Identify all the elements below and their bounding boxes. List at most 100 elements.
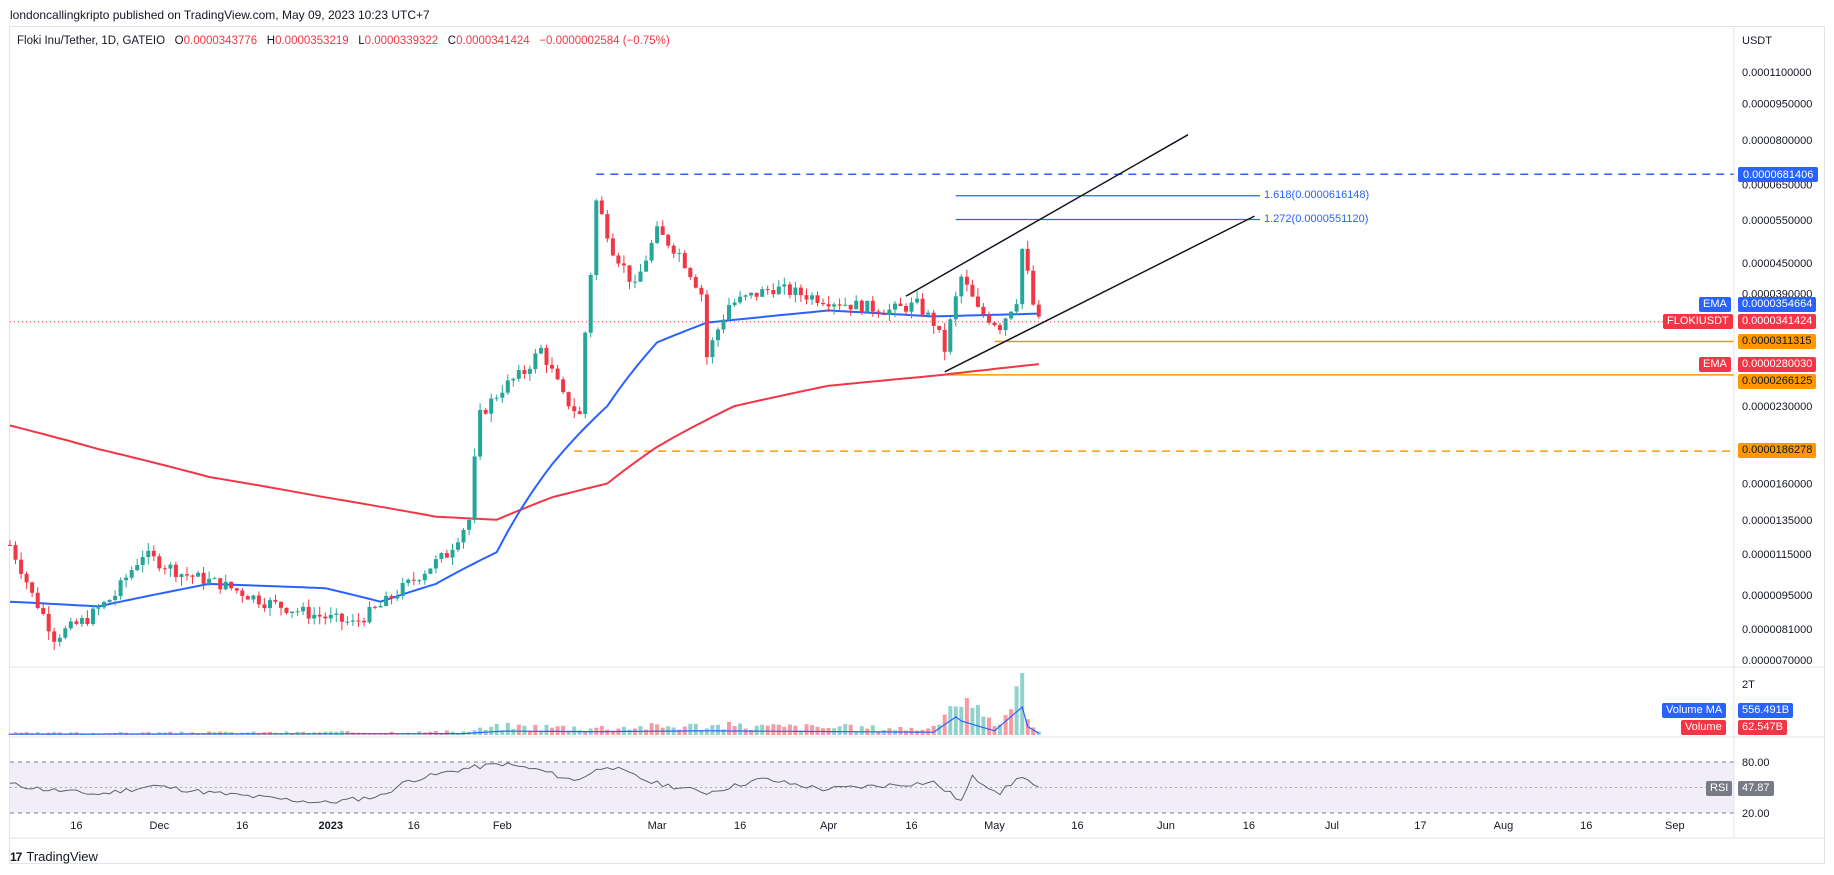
volume-bar [909,727,914,735]
candle [776,280,781,295]
time-tick-3: 2023 [319,820,343,832]
volume-bar [516,724,521,735]
candle-body [975,296,980,307]
candle [179,573,184,586]
candle [373,605,377,610]
ohlc-open: O0.0000343776 [174,35,258,47]
candle-body [804,295,809,300]
candle-body [1036,304,1041,317]
candle-body [279,601,283,608]
candle [96,604,101,616]
candle [389,594,394,605]
candle [887,303,892,321]
candle-body [992,322,997,326]
candle [754,292,759,301]
candle [411,572,416,586]
candle-body [268,600,272,609]
candle-body [1009,311,1014,319]
candle [682,250,687,269]
volume-bar [583,730,588,735]
candle [505,374,510,395]
candle [937,325,942,333]
candle-body [948,319,953,352]
volume-bar [610,730,615,735]
volume-bar [505,722,510,735]
candle-body [887,309,892,315]
candle-body [749,292,754,296]
candle-body [716,329,720,341]
candle-body [400,583,405,596]
candle-body [290,611,295,613]
candle-body [367,606,372,623]
candle-body [787,284,792,295]
candle [964,269,969,292]
candle [942,322,947,361]
candle [135,558,140,572]
candle [251,594,256,603]
candle [1020,248,1025,310]
candle-body [577,411,582,415]
candle [74,618,79,626]
candle-body [1020,248,1025,305]
candle [572,398,577,419]
candle [456,537,460,553]
candle [693,274,698,289]
footer-brand[interactable]: 17 TradingView [10,849,98,864]
candle-body [793,287,798,295]
volume-bar [738,723,743,735]
candle [157,553,162,572]
candle [743,294,748,301]
candle [1009,311,1014,320]
time-tick-11: 16 [1071,820,1083,832]
candle-body [74,621,79,624]
candle-body [627,265,632,282]
volume-bar [776,724,781,735]
candle-body [870,300,875,312]
candle-body [826,304,831,307]
candle-body [970,284,975,297]
candle [533,349,538,374]
candle-body [776,286,781,295]
candle-body [832,304,837,307]
candle [644,255,649,273]
candle [638,263,643,282]
candle [666,233,671,249]
candle [727,297,731,321]
candle [406,578,411,586]
candle-body [671,245,676,254]
candle [655,221,660,245]
candle-body [301,606,306,612]
candle-body [273,600,278,602]
candle-body [190,575,195,577]
volume-ma-name: Volume MA [1662,703,1727,718]
candle-body [146,550,151,557]
candle-body [782,284,787,287]
candle-body [173,564,178,577]
candle [290,611,295,619]
candle [8,540,12,547]
candle [262,598,267,612]
volume-bar [987,717,991,735]
volume-bar [527,730,532,735]
volume-ma-value: 556.491B [1738,703,1794,718]
candle-body [79,618,84,624]
candle-body [102,602,106,608]
candle-body [754,292,759,297]
candle [599,196,604,215]
candle-body [378,606,383,608]
candle [787,281,792,299]
candle-body [898,303,903,306]
candle [577,406,582,415]
candle [334,608,339,623]
last-price-label: 0.0000341424 [1738,314,1817,329]
candle-body [732,302,737,306]
channel-lower-line [944,215,1255,373]
candle-body [610,238,615,256]
candle [566,391,571,410]
candle [699,285,704,302]
volume-bar [721,729,726,735]
candle [273,594,278,605]
volume-bar [931,725,936,735]
volume-bar [804,724,809,735]
